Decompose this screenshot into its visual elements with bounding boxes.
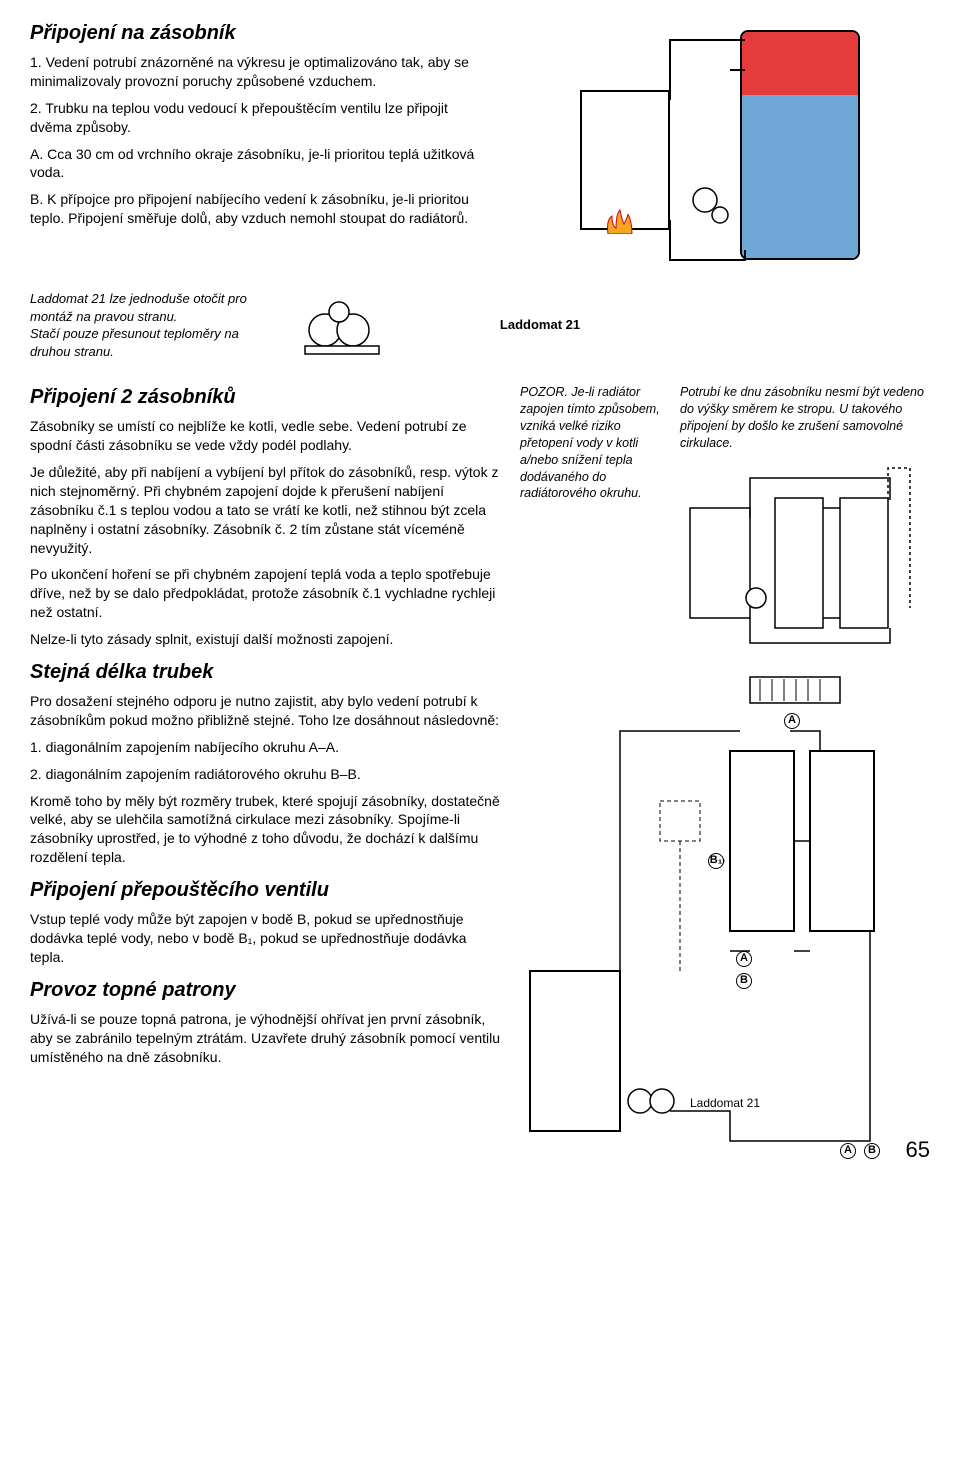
main-grid: Připojení 2 zásobníků Zásobníky se umíst… — [30, 374, 930, 1111]
laddomat-label-wrap: Laddomat 21 — [440, 316, 640, 334]
s1-p1: 1. Vedení potrubí znázorněné na výkresu … — [30, 53, 490, 91]
s1-p2: 2. Trubku na teplou vodu vedoucí k přepo… — [30, 99, 490, 137]
two-tanks-svg-wrap: Potrubí ke dnu zásobníku nesmí být veden… — [680, 374, 930, 662]
s1-p4: B. K přípojce pro připojení nabíjecího v… — [30, 190, 490, 228]
section-5-title: Provoz topné patrony — [30, 977, 500, 1004]
tank-hot-zone — [742, 32, 858, 95]
laddomat-label: Laddomat 21 — [500, 316, 580, 334]
s1-p3: A. Cca 30 cm od vrchního okraje zásobník… — [30, 145, 490, 183]
s2-p4: Nelze-li tyto zásady splnit, existují da… — [30, 630, 500, 649]
rotate-note-row: Laddomat 21 lze jednoduše otočit pro mon… — [30, 290, 930, 360]
node-A-mid: A — [736, 951, 752, 967]
two-tanks-row: POZOR. Je-li radiátor zapojen tímto způs… — [520, 374, 930, 662]
tank-body — [740, 30, 860, 260]
s2-p1: Zásobníky se umístí co nejblíže ke kotli… — [30, 417, 500, 455]
rotate-note-p1: Laddomat 21 lze jednoduše otočit pro mon… — [30, 291, 247, 324]
s4-p1: Vstup teplé vody může být zapojen v bodě… — [30, 910, 500, 967]
callout-1: Potrubí ke dnu zásobníku nesmí být veden… — [680, 384, 930, 452]
section-3-title: Stejná délka trubek — [30, 659, 500, 686]
big-diagram-svg — [520, 671, 900, 1171]
node-B-bot: B — [864, 1143, 880, 1159]
section-1-text: Připojení na zásobník 1. Vedení potrubí … — [30, 20, 490, 280]
main-left-col: Připojení 2 zásobníků Zásobníky se umíst… — [30, 374, 500, 1111]
laddomat-small-diagram — [270, 290, 420, 360]
s5-p1: Užívá-li se pouze topná patrona, je výho… — [30, 1010, 500, 1067]
s3-p2: 1. diagonálním zapojením nabíjecího okru… — [30, 738, 500, 757]
section-4-title: Připojení přepouštěcího ventilu — [30, 877, 500, 904]
node-A-top: A — [784, 713, 800, 729]
node-B-mid: B — [736, 973, 752, 989]
s2-p2: Je důležité, aby při nabíjení a vybíjení… — [30, 463, 500, 557]
s3-p4: Kromě toho by měly být rozměry trubek, k… — [30, 792, 500, 868]
tank-cold-zone — [742, 95, 858, 258]
rotate-note-p2: Stačí pouze přesunout teploměry na druho… — [30, 326, 239, 359]
node-A-bot: A — [840, 1143, 856, 1159]
boiler-tank-diagram — [570, 20, 870, 280]
s2-p3: Po ukončení hoření se při chybném zapoje… — [30, 565, 500, 622]
node-B1: B₁ — [708, 853, 724, 869]
main-right-col: POZOR. Je-li radiátor zapojen tímto způs… — [520, 374, 930, 1111]
section-1-diagram — [510, 20, 930, 280]
two-tanks-diagram — [680, 458, 920, 658]
rotate-note-text: Laddomat 21 lze jednoduše otočit pro mon… — [30, 290, 250, 360]
s3-p1: Pro dosažení stejného odporu je nutno za… — [30, 692, 500, 730]
fire-icon — [602, 206, 638, 234]
page-root: Připojení na zásobník 1. Vedení potrubí … — [30, 20, 930, 1164]
s3-p3: 2. diagonálním zapojením radiátorového o… — [30, 765, 500, 784]
callout-2: POZOR. Je-li radiátor zapojen tímto způs… — [520, 384, 670, 662]
big-diagram: A B₁ A B A B — [520, 671, 900, 1091]
section-1-title: Připojení na zásobník — [30, 20, 490, 47]
section-2-title: Připojení 2 zásobníků — [30, 384, 500, 411]
section-1-row: Připojení na zásobník 1. Vedení potrubí … — [30, 20, 930, 280]
